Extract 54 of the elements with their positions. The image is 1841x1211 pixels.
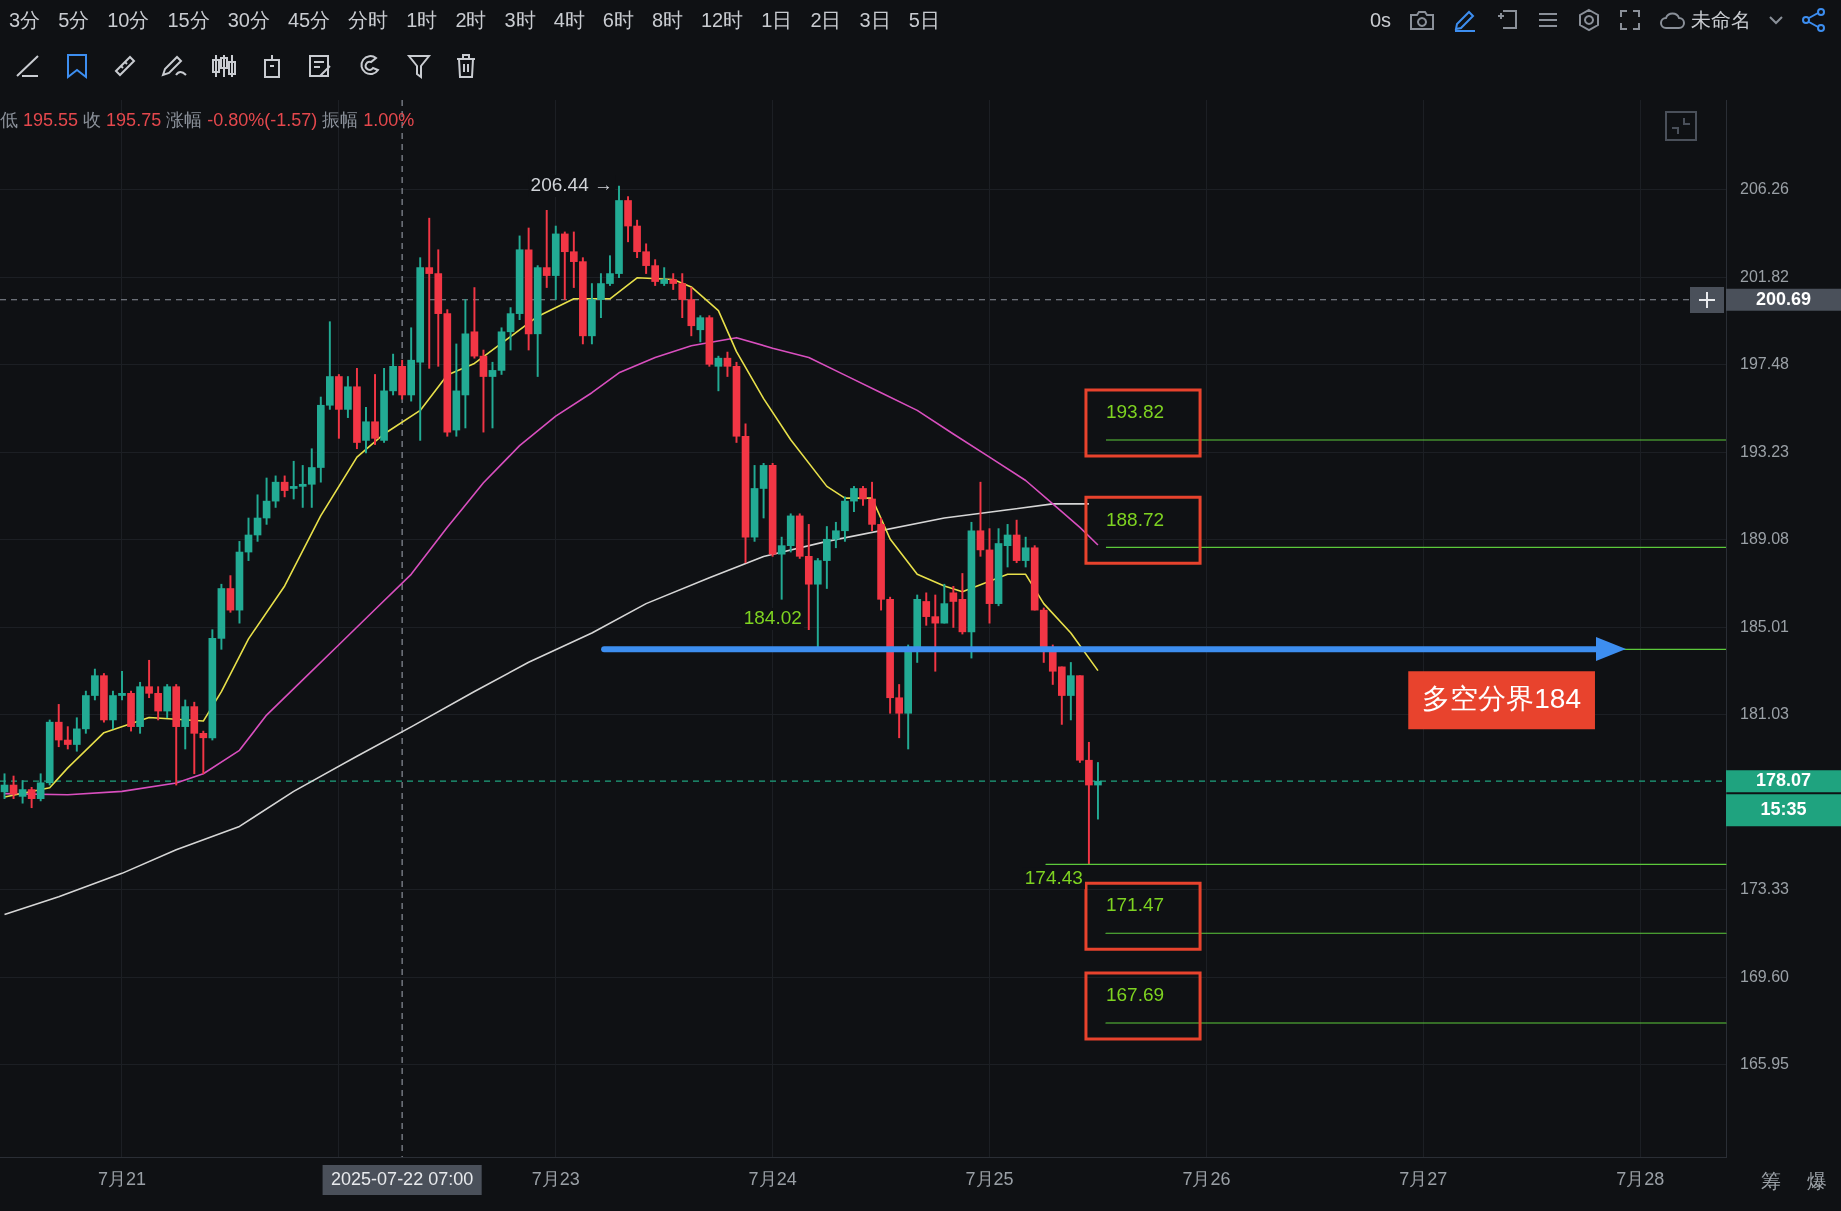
y-tick-label: 201.82 <box>1740 267 1790 285</box>
ref-line-label: 多空分界184 <box>1422 683 1581 715</box>
x-tick-label: 7月25 <box>965 1168 1014 1189</box>
candlestick <box>1094 762 1102 820</box>
text: 3日 <box>858 7 892 33</box>
x-tick-label: 7月27 <box>1399 1168 1448 1189</box>
y-tick-label: 181.03 <box>1740 705 1790 723</box>
text: 爆 <box>1807 1169 1827 1194</box>
y-tick-label: 193.23 <box>1740 442 1790 460</box>
annotation: 174.43 <box>1024 866 1083 888</box>
text: 6时 <box>601 7 635 33</box>
y-tick-label: 197.48 <box>1740 355 1790 373</box>
x-tick-label: 7月21 <box>97 1168 147 1189</box>
text: 5分 <box>57 7 91 33</box>
text: 2时 <box>454 7 488 33</box>
x-tick-label: 7月23 <box>531 1168 580 1189</box>
text: 未命名 <box>1691 7 1751 33</box>
annotation: 184.02 <box>743 607 802 629</box>
text: 低 195.55 收 195.75 涨幅 -0.80%(-1.57) 振幅 1.00% <box>0 110 416 130</box>
text: 筹 <box>1761 1169 1781 1194</box>
ref-line-label: 167.69 <box>1105 984 1165 1006</box>
ref-line-label: 171.47 <box>1105 894 1165 916</box>
text: 分时 <box>347 7 390 33</box>
text: 10分 <box>106 7 151 33</box>
text: 0s <box>1369 8 1391 32</box>
text: 8时 <box>650 7 684 33</box>
text: 1时 <box>405 7 439 33</box>
y-tick-label: 169.60 <box>1740 967 1790 985</box>
ref-line-label: 188.72 <box>1105 508 1165 530</box>
ref-line-label: 2025-07-22 07:00 <box>331 1168 474 1189</box>
text: 5日 <box>907 7 941 33</box>
ref-line-label: 193.82 <box>1105 401 1165 423</box>
y-tick-label: 189.08 <box>1740 530 1790 548</box>
text: 30分 <box>226 7 271 33</box>
x-tick-label: 7月24 <box>748 1168 797 1189</box>
text: 15:35 <box>1760 799 1807 820</box>
text: 12时 <box>700 7 745 33</box>
text: 1日 <box>760 7 794 33</box>
y-tick-label: 165.95 <box>1740 1055 1790 1073</box>
y-tick-label: 206.26 <box>1740 179 1790 197</box>
x-tick-label: 7月26 <box>1182 1168 1231 1189</box>
text: 4时 <box>552 7 586 33</box>
x-tick-label: 7月28 <box>1616 1168 1665 1189</box>
text: 2日 <box>809 7 843 33</box>
y-tick-label: 185.01 <box>1740 617 1790 635</box>
candlestick <box>542 209 551 288</box>
text: 3分 <box>8 7 42 33</box>
annotation: 206.44 → <box>530 174 614 196</box>
ref-line-label: 178.07 <box>1755 770 1812 791</box>
text: 15分 <box>166 7 211 33</box>
y-tick-label: 173.33 <box>1740 880 1790 898</box>
text: 3时 <box>503 7 537 33</box>
text: 45分 <box>287 7 332 33</box>
ref-line-label: 200.69 <box>1755 288 1812 309</box>
